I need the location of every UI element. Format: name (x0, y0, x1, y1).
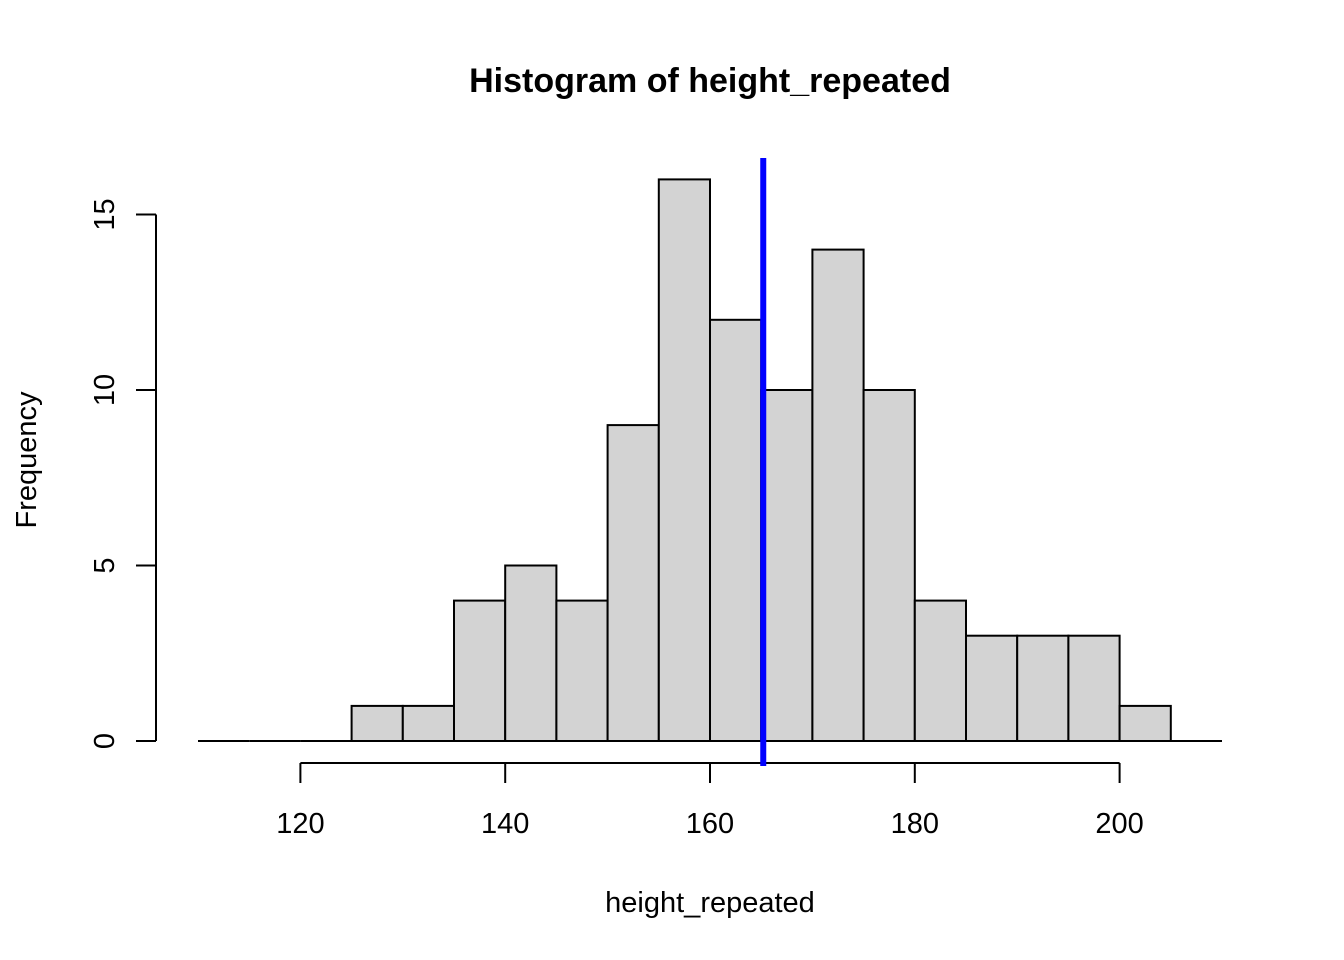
histogram-bar-195-200 (1067, 634, 1121, 743)
histogram-bar-155-160 (657, 178, 711, 742)
histogram-bar-175-180 (862, 389, 916, 742)
y-tick-label-5: 5 (89, 557, 121, 573)
histogram-bar-145-150 (555, 599, 609, 742)
histogram-bar-185-190 (965, 634, 1019, 743)
histogram-bar-125-130 (350, 704, 404, 743)
y-axis-label: Frequency (11, 391, 43, 529)
histogram-bar-140-145 (504, 564, 558, 742)
bars-group (198, 178, 1222, 743)
x-tick-label-200: 200 (1095, 808, 1143, 840)
histogram-bar-135-140 (453, 599, 507, 742)
chart-title: Histogram of height_repeated (469, 62, 951, 100)
histogram-bar-170-175 (811, 248, 865, 742)
histogram-bar-150-155 (606, 424, 660, 742)
histogram-bar-165-170 (760, 389, 814, 742)
y-axis: 0 5 10 15 (89, 198, 157, 749)
x-tick-label-160: 160 (686, 808, 734, 840)
histogram-bar-190-195 (1016, 634, 1070, 743)
x-tick-label-140: 140 (481, 808, 529, 840)
x-tick-label-120: 120 (276, 808, 324, 840)
histogram-bar-160-165 (709, 318, 763, 742)
y-tick-label-15: 15 (89, 198, 121, 230)
histogram-bar-180-185 (913, 599, 967, 742)
y-tick-label-0: 0 (89, 733, 121, 749)
x-tick-label-180: 180 (891, 808, 939, 840)
y-tick-label-10: 10 (89, 374, 121, 406)
histogram-bar-130-135 (401, 704, 455, 743)
x-axis-label: height_repeated (605, 887, 815, 919)
histogram-bar-200-205 (1118, 704, 1172, 743)
x-axis: 120 140 160 180 200 (276, 762, 1144, 840)
